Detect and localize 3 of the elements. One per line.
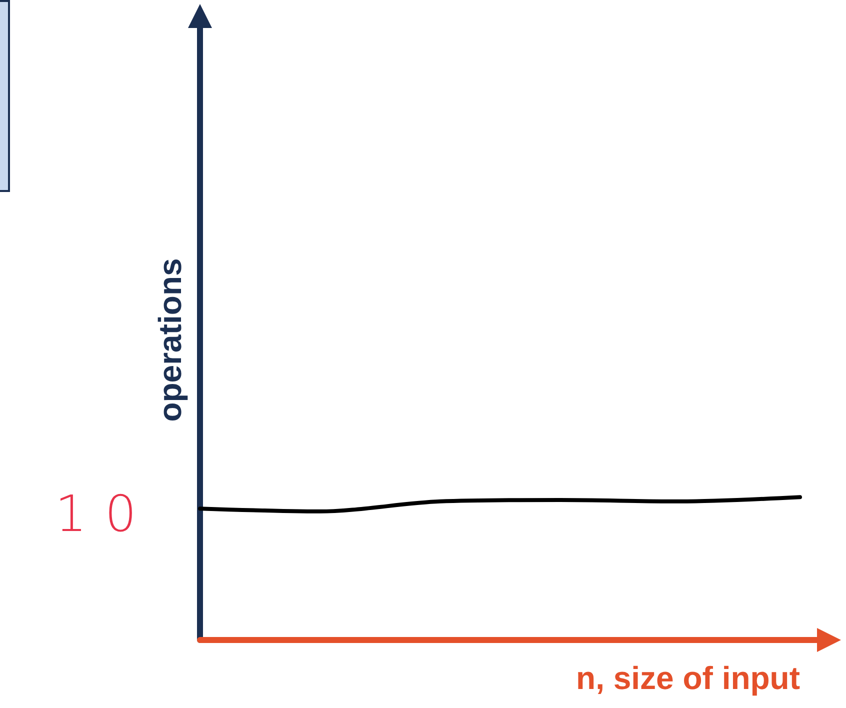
x-axis-title: n, size of input [576, 660, 800, 696]
text: 10 [55, 484, 155, 543]
y-axis-title: operations [152, 258, 188, 422]
